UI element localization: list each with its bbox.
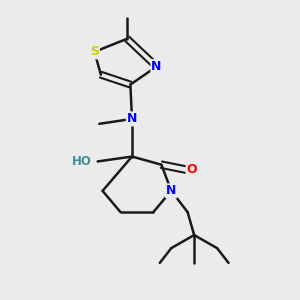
Text: O: O bbox=[187, 163, 197, 176]
Text: N: N bbox=[152, 60, 162, 73]
Text: N: N bbox=[166, 184, 176, 197]
Text: S: S bbox=[90, 45, 99, 58]
Text: N: N bbox=[127, 112, 137, 125]
Text: HO: HO bbox=[72, 155, 92, 168]
